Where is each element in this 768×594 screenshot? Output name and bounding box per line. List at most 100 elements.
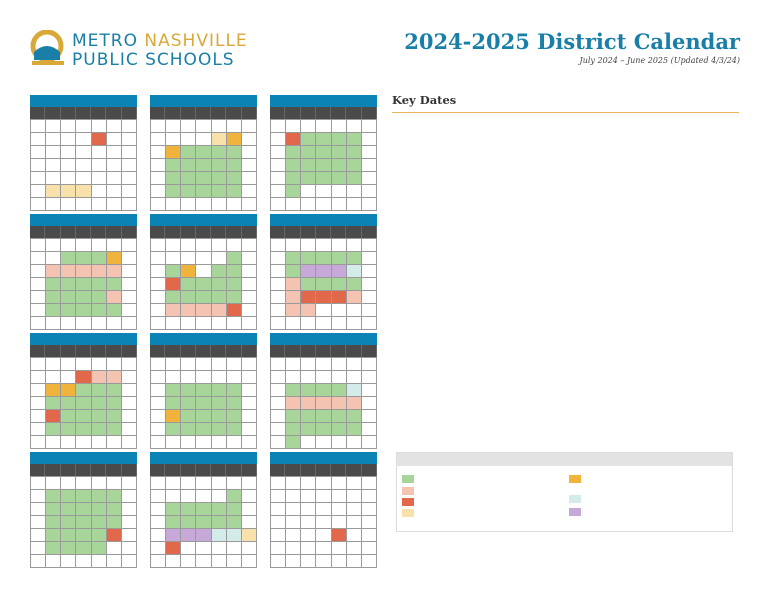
day-cell [361,397,377,410]
day-cell [46,555,62,568]
day-cell [316,198,332,211]
day-cell [361,133,377,146]
day-cell [211,265,227,278]
day-cell [346,436,362,449]
day-grid [270,238,377,330]
day-cell [121,252,137,265]
day-cell [31,252,47,265]
day-cell [316,252,332,265]
legend-box [396,452,733,532]
day-grid [270,476,377,568]
day-cell [316,397,332,410]
day-cell [61,265,77,278]
day-cell [331,146,347,159]
day-cell [76,516,92,529]
day-cell [331,542,347,555]
day-cell [226,291,242,304]
day-cell [331,371,347,384]
day-cell [286,436,302,449]
day-cell [61,436,77,449]
day-cell [106,304,122,317]
day-cell [346,555,362,568]
day-cell [241,185,257,198]
month-calendar [270,333,377,449]
day-cell [196,133,212,146]
day-cell [61,503,77,516]
day-cell [91,423,107,436]
day-cell [211,529,227,542]
day-cell [76,384,92,397]
weekday-header [30,107,137,119]
day-cell [196,516,212,529]
day-cell [301,503,317,516]
day-cell [196,304,212,317]
day-cell [361,410,377,423]
day-cell [271,317,287,330]
day-cell [121,198,137,211]
day-cell [166,384,182,397]
day-cell [166,358,182,371]
day-cell [211,503,227,516]
day-cell [121,304,137,317]
day-cell [271,146,287,159]
day-cell [181,278,197,291]
day-cell [241,477,257,490]
day-cell [151,291,167,304]
day-cell [226,555,242,568]
day-cell [226,436,242,449]
day-cell [331,133,347,146]
day-cell [91,436,107,449]
day-cell [76,358,92,371]
day-cell [166,542,182,555]
day-cell [331,120,347,133]
day-cell [151,516,167,529]
day-cell [61,490,77,503]
day-cell [46,291,62,304]
day-cell [31,172,47,185]
day-cell [76,159,92,172]
day-cell [61,239,77,252]
day-cell [151,555,167,568]
day-cell [106,436,122,449]
day-cell [91,358,107,371]
day-cell [226,239,242,252]
day-cell [91,490,107,503]
day-cell [331,317,347,330]
day-cell [331,265,347,278]
day-cell [106,423,122,436]
month-calendar [150,333,257,449]
day-grid [150,238,257,330]
day-cell [106,120,122,133]
day-cell [211,410,227,423]
day-cell [301,317,317,330]
day-cell [316,436,332,449]
day-cell [241,133,257,146]
day-cell [241,291,257,304]
day-cell [166,185,182,198]
day-cell [91,239,107,252]
day-cell [91,304,107,317]
weekday-header [30,464,137,476]
day-cell [361,185,377,198]
day-cell [301,516,317,529]
day-cell [46,516,62,529]
day-cell [166,265,182,278]
day-cell [226,133,242,146]
day-cell [241,198,257,211]
weekday-header [150,226,257,238]
day-cell [76,397,92,410]
day-cell [241,239,257,252]
day-cell [76,436,92,449]
day-cell [301,278,317,291]
day-cell [196,410,212,423]
day-cell [76,503,92,516]
day-cell [316,384,332,397]
day-cell [46,252,62,265]
day-cell [361,423,377,436]
day-cell [31,555,47,568]
day-cell [31,159,47,172]
day-cell [331,172,347,185]
day-cell [31,516,47,529]
day-cell [316,371,332,384]
day-cell [241,146,257,159]
